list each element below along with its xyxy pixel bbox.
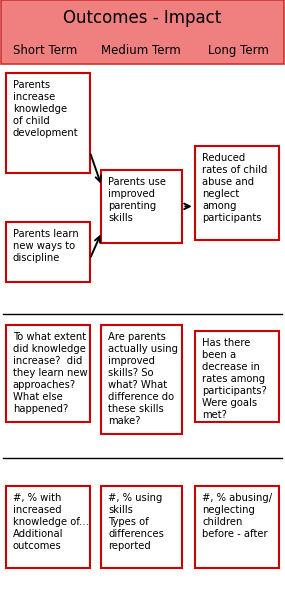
Text: Medium Term: Medium Term bbox=[101, 44, 181, 58]
Text: Parents use
improved
parenting
skills: Parents use improved parenting skills bbox=[108, 177, 166, 223]
FancyBboxPatch shape bbox=[195, 146, 279, 240]
Text: Has there
been a
decrease in
rates among
participants?
Were goals
met?: Has there been a decrease in rates among… bbox=[202, 338, 267, 420]
Text: Are parents
actually using
improved
skills? So
what? What
difference do
these sk: Are parents actually using improved skil… bbox=[108, 332, 178, 426]
FancyBboxPatch shape bbox=[6, 325, 90, 422]
Text: #, % using
skills
Types of
differences
reported: #, % using skills Types of differences r… bbox=[108, 493, 164, 551]
Text: Parents
increase
knowledge
of child
development: Parents increase knowledge of child deve… bbox=[13, 80, 78, 138]
Text: #, % with
increased
knowledge of...
Additional
outcomes: #, % with increased knowledge of... Addi… bbox=[13, 493, 89, 551]
FancyBboxPatch shape bbox=[6, 73, 90, 173]
FancyBboxPatch shape bbox=[6, 486, 90, 568]
Text: Reduced
rates of child
abuse and
neglect
among
participants: Reduced rates of child abuse and neglect… bbox=[202, 153, 268, 223]
FancyBboxPatch shape bbox=[195, 331, 279, 422]
FancyBboxPatch shape bbox=[6, 222, 90, 282]
Text: Short Term: Short Term bbox=[13, 44, 78, 58]
FancyBboxPatch shape bbox=[101, 170, 182, 243]
Text: To what extent
did knowledge
increase?  did
they learn new
approaches?
What else: To what extent did knowledge increase? d… bbox=[13, 332, 87, 414]
Text: #, % abusing/
neglecting
children
before - after: #, % abusing/ neglecting children before… bbox=[202, 493, 272, 539]
FancyBboxPatch shape bbox=[1, 0, 284, 64]
FancyBboxPatch shape bbox=[101, 486, 182, 568]
FancyBboxPatch shape bbox=[101, 325, 182, 434]
Text: Outcomes - Impact: Outcomes - Impact bbox=[63, 9, 222, 27]
FancyBboxPatch shape bbox=[195, 486, 279, 568]
Text: Parents learn
new ways to
discipline: Parents learn new ways to discipline bbox=[13, 229, 79, 263]
Text: Long Term: Long Term bbox=[207, 44, 268, 58]
